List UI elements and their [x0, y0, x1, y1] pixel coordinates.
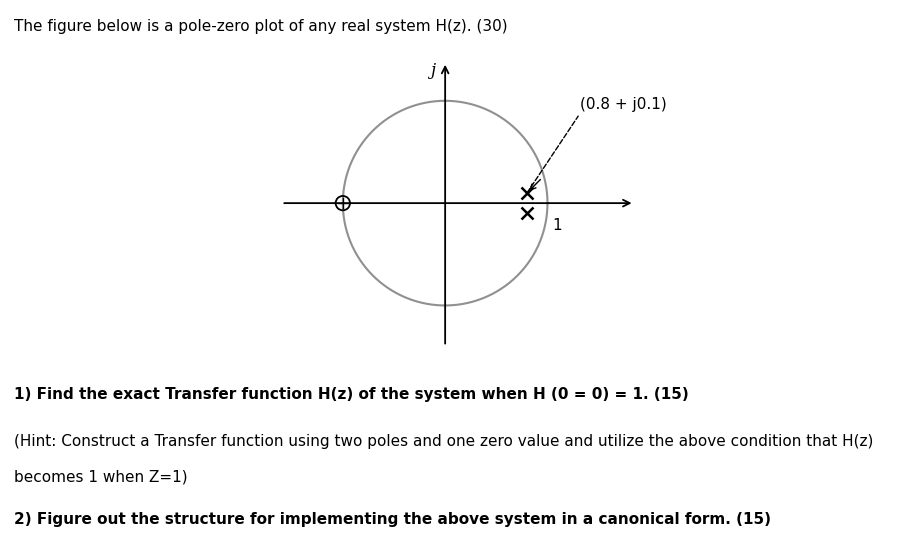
Text: j: j: [430, 61, 436, 79]
Text: The figure below is a pole-zero plot of any real system H(z). (30): The figure below is a pole-zero plot of …: [14, 19, 507, 34]
Text: 1: 1: [553, 219, 562, 233]
Text: (0.8 + j0.1): (0.8 + j0.1): [580, 97, 667, 112]
Text: 2) Figure out the structure for implementing the above system in a canonical for: 2) Figure out the structure for implemen…: [14, 512, 771, 526]
Text: becomes 1 when Z=1): becomes 1 when Z=1): [14, 469, 188, 484]
Text: (Hint: Construct a Transfer function using two poles and one zero value and util: (Hint: Construct a Transfer function usi…: [14, 434, 873, 449]
Text: 1) Find the exact Transfer function H(z) of the system when H (0 = 0) = 1. (15): 1) Find the exact Transfer function H(z)…: [14, 387, 689, 402]
